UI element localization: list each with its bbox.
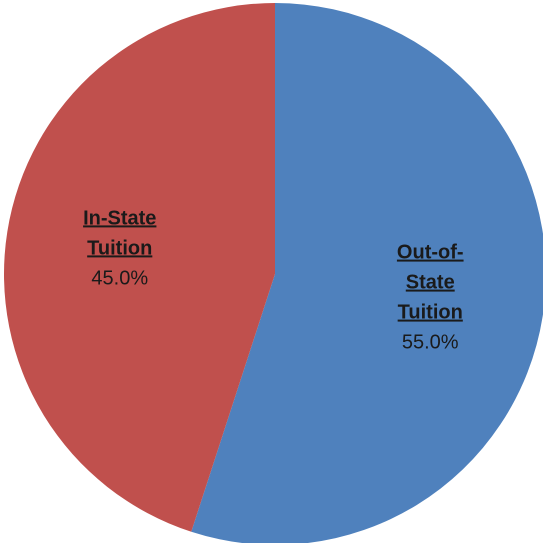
- slice-value-label: 55.0%: [402, 332, 459, 354]
- pie-label-1: In-State Tuition 45.0%: [83, 207, 156, 289]
- slice-value-label: 45.0%: [91, 267, 148, 289]
- slice-label-line: Out-of-: [397, 242, 464, 264]
- slice-label-line: State: [406, 272, 455, 294]
- slice-label-line: Tuition: [87, 237, 152, 259]
- slice-label-line: Tuition: [398, 302, 463, 324]
- slice-label-line: In-State: [83, 207, 156, 229]
